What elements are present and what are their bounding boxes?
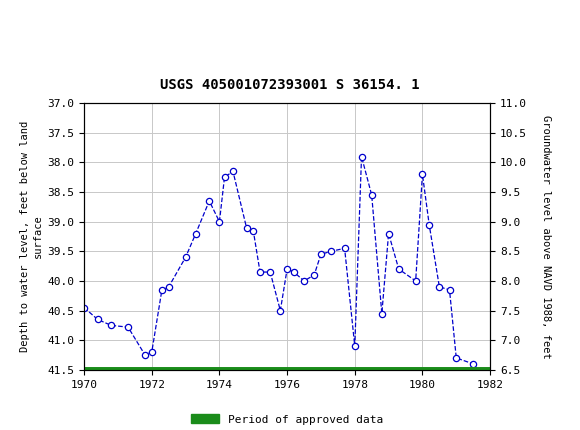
Legend: Period of approved data: Period of approved data — [187, 410, 387, 429]
Text: USGS 405001072393001 S 36154. 1: USGS 405001072393001 S 36154. 1 — [160, 78, 420, 92]
Text: ▒USGS: ▒USGS — [14, 14, 69, 35]
Y-axis label: Groundwater level above NAVD 1988, feet: Groundwater level above NAVD 1988, feet — [541, 115, 551, 358]
Y-axis label: Depth to water level, feet below land
surface: Depth to water level, feet below land su… — [20, 121, 44, 352]
